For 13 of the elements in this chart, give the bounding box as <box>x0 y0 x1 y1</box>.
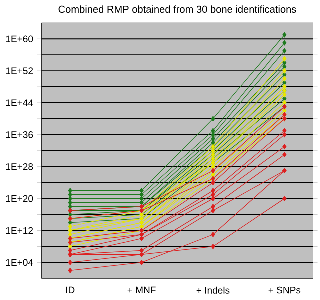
y-tick-label: 1E+52 <box>6 68 34 75</box>
x-tick-label: ID <box>66 287 75 294</box>
y-tick-label: 1E+36 <box>6 132 34 139</box>
x-tick-label: + Indels <box>196 287 230 294</box>
x-tick-label: + MNF <box>128 287 156 294</box>
y-tick-label: 1E+04 <box>6 260 34 266</box>
y-tick-label: 1E+60 <box>6 36 34 43</box>
y-tick-label: 1E+12 <box>6 228 34 234</box>
x-tick-label: + SNPs <box>268 287 301 294</box>
y-tick-label: 1E+44 <box>6 100 34 106</box>
y-tick-label: 1E+20 <box>6 196 34 202</box>
chart-title: Combined RMP obtained from 30 bone identifications <box>58 6 296 14</box>
y-tick-label: 1E+28 <box>6 164 34 170</box>
